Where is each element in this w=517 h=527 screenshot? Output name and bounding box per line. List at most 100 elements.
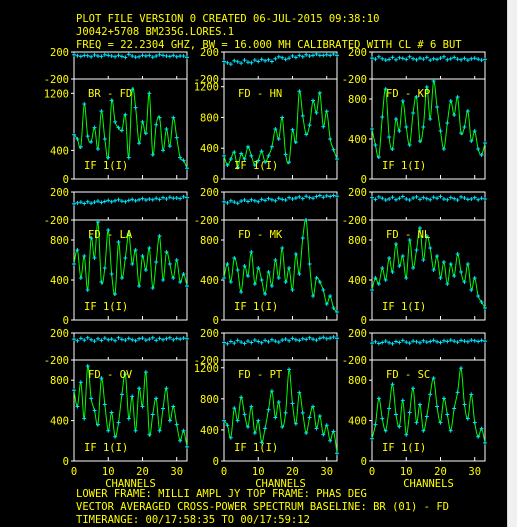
phase-point [424, 196, 429, 201]
amplitude-point [314, 276, 319, 280]
phase-point [113, 198, 118, 203]
phase-point [140, 53, 145, 58]
amplitude-point [109, 98, 114, 103]
amplitude-point [123, 256, 128, 260]
phase-point [178, 196, 183, 201]
amplitude-point [387, 256, 392, 260]
amplitude-point [167, 144, 172, 149]
phase-point [147, 53, 152, 58]
phase-point [137, 336, 142, 341]
amplitude-point [438, 420, 443, 425]
amplitude-point [287, 266, 292, 270]
amplitude-point [438, 129, 443, 133]
amplitude-point [119, 276, 124, 280]
amplitude-point [280, 115, 285, 120]
phase-point [178, 54, 183, 59]
amplitude-point [116, 240, 121, 244]
phase-point [307, 335, 312, 340]
x-tick-label: 10 [102, 466, 115, 478]
amplitude-point [373, 422, 378, 427]
amplitude-tick-label: 0 [361, 315, 367, 327]
amplitude-point [476, 147, 481, 151]
amplitude-point [222, 153, 226, 158]
phase-point [428, 197, 433, 202]
phase-point [393, 57, 398, 62]
amplitude-point [116, 125, 121, 130]
amplitude-line [73, 221, 188, 296]
amplitude-point [126, 232, 131, 236]
phase-point [304, 194, 309, 199]
amplitude-point [256, 266, 261, 270]
phase-point [228, 198, 233, 203]
amplitude-point [307, 415, 312, 420]
phase-point [417, 340, 422, 345]
if-label: IF 1(I) [84, 442, 128, 454]
phase-point [235, 59, 240, 64]
amplitude-point [185, 284, 189, 288]
amplitude-point [181, 428, 186, 433]
phase-point [314, 194, 319, 199]
if-label: IF 1(I) [234, 442, 278, 454]
amplitude-point [328, 294, 333, 298]
amplitude-point [171, 404, 176, 409]
phase-point [328, 53, 333, 58]
amplitude-point [137, 386, 142, 391]
phase-point [370, 195, 374, 200]
amplitude-point [140, 404, 145, 409]
amplitude-point [431, 79, 436, 83]
amplitude-point [300, 113, 305, 118]
phase-point [252, 58, 257, 63]
footer-line-2: VECTOR AVERAGED CROSS-POWER SPECTRUM BAS… [76, 501, 449, 513]
amplitude-point [276, 399, 281, 404]
amplitude-point [259, 440, 264, 445]
amplitude-point [465, 109, 470, 113]
phase-point [126, 336, 131, 341]
phase-point [161, 337, 166, 342]
phase-point [154, 54, 159, 59]
amplitude-point [140, 119, 145, 124]
phase-point [476, 197, 481, 202]
amplitude-point [324, 423, 329, 428]
amplitude-point [414, 248, 419, 252]
amplitude-point [269, 284, 274, 288]
baseline-label: FD - NL [386, 229, 430, 241]
amplitude-point [424, 85, 429, 89]
phase-point [321, 53, 326, 58]
phase-point [287, 195, 292, 200]
phase-point [479, 196, 484, 201]
amplitude-point [421, 258, 426, 262]
phase-point [140, 196, 145, 201]
phase-point [150, 335, 155, 340]
amplitude-point [417, 402, 422, 407]
phase-point [89, 201, 94, 206]
phase-point [331, 52, 336, 57]
phase-point [448, 56, 453, 61]
amplitude-point [380, 416, 385, 421]
amplitude-point [157, 428, 162, 433]
amplitude-point [228, 280, 233, 284]
phase-point [441, 338, 446, 343]
amplitude-tick-label: 0 [213, 174, 219, 186]
amplitude-point [185, 444, 189, 449]
amplitude-tick-label: 1200 [194, 363, 219, 375]
phase-point [239, 61, 244, 66]
amplitude-line [223, 90, 338, 168]
amplitude-point [109, 272, 114, 276]
amplitude-point [407, 238, 412, 242]
phase-point [328, 194, 333, 199]
amplitude-point [280, 246, 285, 250]
amplitude-point [397, 264, 402, 268]
phase-point [472, 338, 477, 343]
phase-point [164, 197, 169, 201]
amplitude-point [99, 376, 104, 381]
vertical-scrollbar[interactable] [507, 0, 517, 527]
amplitude-point [171, 115, 176, 120]
amplitude-point [276, 137, 281, 141]
amplitude-point [239, 151, 244, 156]
amplitude-point [154, 122, 159, 127]
amplitude-point [300, 236, 305, 240]
amplitude-point [161, 406, 166, 411]
amplitude-point [290, 288, 295, 292]
amplitude-point [479, 300, 484, 304]
amplitude-tick-label: 400 [200, 275, 219, 287]
